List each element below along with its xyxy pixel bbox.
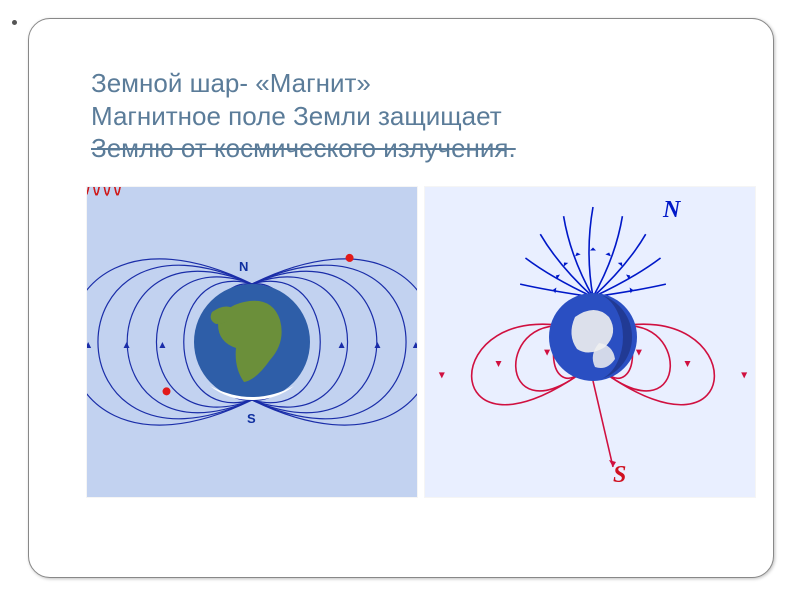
svg-text:N: N [662,197,682,223]
svg-text:S: S [613,462,626,488]
title-block: Земной шар- «Магнит» Магнитное поле Земл… [91,67,711,165]
right-svg: NS [425,187,755,497]
left-diagram: NS [87,187,417,497]
title-line-2: Магнитное поле Земли защищает [91,100,711,133]
slide-frame: Земной шар- «Магнит» Магнитное поле Земл… [28,18,774,578]
title-line-3: Землю от космического излучения. [91,132,711,165]
bullet-dot [12,20,17,25]
title-line-1: Земной шар- «Магнит» [91,67,711,100]
left-svg: NS [87,187,417,497]
diagram-panels: NS NS [87,187,755,497]
right-diagram: NS [425,187,755,497]
svg-text:N: N [239,259,248,274]
svg-text:S: S [247,411,256,426]
